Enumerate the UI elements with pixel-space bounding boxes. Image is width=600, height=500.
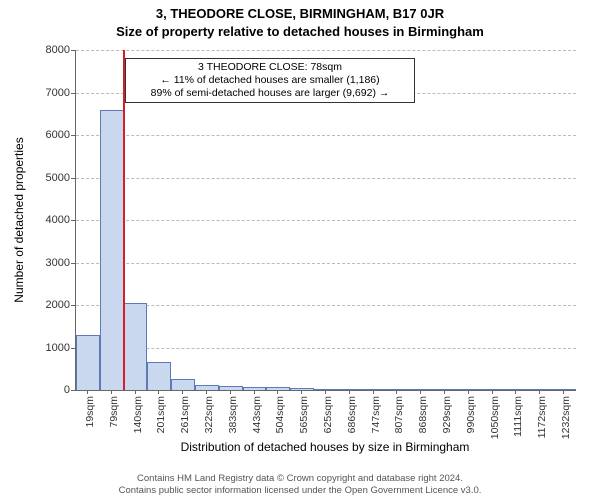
x-tick-label: 443sqm: [251, 396, 263, 446]
annotation-line: 89% of semi-detached houses are larger (…: [130, 87, 410, 100]
x-tick-mark: [444, 390, 445, 394]
x-tick-mark: [539, 390, 540, 394]
x-tick-mark: [301, 390, 302, 394]
gridline: [76, 178, 576, 179]
bar: [76, 335, 100, 390]
chart-title-2: Size of property relative to detached ho…: [0, 24, 600, 39]
x-tick-mark: [373, 390, 374, 394]
x-tick-label: 79sqm: [108, 396, 120, 446]
x-tick-label: 747sqm: [370, 396, 382, 446]
x-tick-mark: [349, 390, 350, 394]
gridline: [76, 50, 576, 51]
x-tick-mark: [325, 390, 326, 394]
bar: [100, 110, 124, 391]
annotation-line: ← 11% of detached houses are smaller (1,…: [130, 74, 410, 87]
x-tick-mark: [420, 390, 421, 394]
x-tick-mark: [182, 390, 183, 394]
x-tick-label: 383sqm: [227, 396, 239, 446]
x-tick-label: 929sqm: [441, 396, 453, 446]
bar: [171, 379, 195, 390]
gridline: [76, 305, 576, 306]
x-tick-mark: [87, 390, 88, 394]
y-tick: 5000: [10, 172, 70, 184]
x-tick-mark: [515, 390, 516, 394]
footer: Contains HM Land Registry data © Crown c…: [0, 473, 600, 497]
x-tick-mark: [396, 390, 397, 394]
x-tick-label: 19sqm: [84, 396, 96, 446]
gridline: [76, 263, 576, 264]
x-tick-mark: [111, 390, 112, 394]
x-tick-label: 686sqm: [346, 396, 358, 446]
footer-line: Contains HM Land Registry data © Crown c…: [0, 473, 600, 485]
gridline: [76, 348, 576, 349]
y-tick: 2000: [10, 299, 70, 311]
x-tick-mark: [277, 390, 278, 394]
x-tick-label: 990sqm: [465, 396, 477, 446]
x-tick-label: 868sqm: [417, 396, 429, 446]
x-tick-mark: [254, 390, 255, 394]
x-tick-label: 1232sqm: [560, 396, 572, 446]
y-tick: 0: [10, 384, 70, 396]
x-tick-label: 504sqm: [274, 396, 286, 446]
bar: [124, 303, 148, 390]
y-tick: 1000: [10, 342, 70, 354]
x-tick-label: 1172sqm: [536, 396, 548, 446]
x-tick-mark: [563, 390, 564, 394]
x-tick-label: 322sqm: [203, 396, 215, 446]
x-tick-mark: [492, 390, 493, 394]
x-tick-mark: [206, 390, 207, 394]
y-tick: 6000: [10, 129, 70, 141]
y-tick: 7000: [10, 87, 70, 99]
gridline: [76, 220, 576, 221]
x-tick-mark: [135, 390, 136, 394]
annotation-line: 3 THEODORE CLOSE: 78sqm: [130, 61, 410, 74]
y-tick: 8000: [10, 44, 70, 56]
x-tick-label: 807sqm: [393, 396, 405, 446]
x-tick-label: 140sqm: [132, 396, 144, 446]
annotation-box: 3 THEODORE CLOSE: 78sqm ← 11% of detache…: [125, 58, 415, 103]
bar: [195, 385, 219, 390]
x-tick-label: 201sqm: [155, 396, 167, 446]
footer-line: Contains public sector information licen…: [0, 485, 600, 497]
x-tick-label: 565sqm: [298, 396, 310, 446]
x-tick-mark: [230, 390, 231, 394]
y-tick: 4000: [10, 214, 70, 226]
x-tick-label: 261sqm: [179, 396, 191, 446]
x-tick-label: 1050sqm: [489, 396, 501, 446]
chart-container: 3, THEODORE CLOSE, BIRMINGHAM, B17 0JR S…: [0, 0, 600, 500]
gridline: [76, 135, 576, 136]
bar: [147, 362, 171, 390]
x-tick-label: 625sqm: [322, 396, 334, 446]
x-tick-label: 1111sqm: [512, 396, 524, 446]
x-tick-mark: [468, 390, 469, 394]
chart-title-1: 3, THEODORE CLOSE, BIRMINGHAM, B17 0JR: [0, 6, 600, 21]
x-tick-mark: [158, 390, 159, 394]
y-tick: 3000: [10, 257, 70, 269]
